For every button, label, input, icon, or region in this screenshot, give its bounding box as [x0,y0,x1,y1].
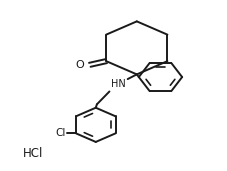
Text: HN: HN [111,79,125,89]
Text: HCl: HCl [23,147,43,160]
Text: O: O [75,60,84,70]
Text: Cl: Cl [55,128,65,138]
